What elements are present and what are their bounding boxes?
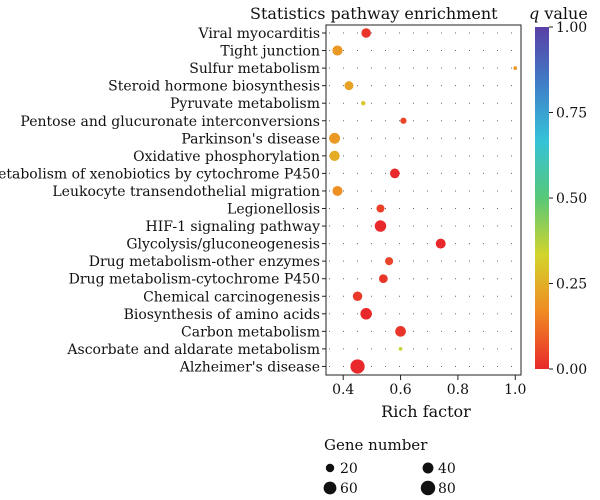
gene-number-legend-label: 20 <box>340 461 358 477</box>
y-tick-label: HIF-1 signaling pathway <box>146 219 321 235</box>
q-symbol: q <box>529 4 539 23</box>
gene-number-legend-title: Gene number <box>324 436 428 454</box>
data-point <box>400 117 407 124</box>
data-point <box>332 45 343 56</box>
data-point <box>361 101 366 106</box>
gene-number-legend: Gene number 20 40 60 80 <box>323 436 456 497</box>
y-tick-label: Pentose and glucuronate interconversions <box>20 114 320 130</box>
x-tick-label: 0.8 <box>447 382 469 398</box>
chart-title: Statistics pathway enrichment <box>250 4 498 23</box>
data-point <box>379 274 388 284</box>
data-point <box>360 308 372 320</box>
y-tick-label: Leukocyte transendothelial migration <box>52 184 320 200</box>
q-value-suffix: value <box>539 4 588 23</box>
y-tick-label: Alzheimer's disease <box>179 359 320 375</box>
y-tick-label: Pyruvate metabolism <box>170 96 320 112</box>
gene-number-legend-items: 20 40 60 80 <box>323 461 456 497</box>
data-points <box>329 28 518 374</box>
y-tick-label: Sulfur metabolism <box>189 61 320 77</box>
q-tick-label: 0.25 <box>556 277 587 293</box>
y-tick-label: Biosynthesis of amino acids <box>124 307 320 323</box>
data-point <box>385 257 394 266</box>
q-tick-label: 0.50 <box>556 191 587 207</box>
plot-border <box>325 24 522 376</box>
y-tick-label: Tight junction <box>220 44 320 60</box>
data-point <box>435 238 446 249</box>
data-point <box>395 326 406 337</box>
data-point <box>398 347 403 351</box>
q-tick-label: 0.00 <box>556 362 587 378</box>
y-tick-label: Viral myocarditis <box>197 26 320 42</box>
y-tick-label: Glycolysis/gluconeogenesis <box>126 237 320 253</box>
y-tick-label: Chemical carcinogenesis <box>143 289 320 305</box>
x-tick-label: 1.0 <box>504 382 526 398</box>
gene-number-legend-label: 40 <box>438 461 456 477</box>
x-axis-ticks: 0.4 0.6 0.8 1.0 <box>332 375 526 398</box>
gene-number-legend-dot <box>422 462 434 474</box>
gene-number-legend-label: 60 <box>340 481 358 497</box>
data-point <box>332 185 343 196</box>
q-value-legend: q value 1.00 0.75 0.50 0.25 0.00 <box>529 4 588 378</box>
data-point <box>389 168 400 179</box>
dotted-grid <box>329 32 518 367</box>
q-value-legend-title: q value <box>529 4 588 23</box>
x-tick-label: 0.6 <box>389 382 411 398</box>
data-point <box>344 81 354 91</box>
gene-number-legend-dot <box>323 481 337 495</box>
y-tick-label: Oxidative phosphorylation <box>133 149 320 165</box>
y-tick-label: Parkinson's disease <box>181 131 320 147</box>
plot-frame <box>325 24 522 376</box>
data-point <box>352 291 363 301</box>
data-point <box>513 66 518 70</box>
x-tick-label: 0.4 <box>332 382 354 398</box>
q-value-ticks: 1.00 0.75 0.50 0.25 0.00 <box>549 20 587 378</box>
q-tick-label: 0.75 <box>556 106 587 122</box>
data-point <box>350 359 365 374</box>
data-point <box>374 220 387 232</box>
x-axis-label: Rich factor <box>381 402 471 421</box>
gene-number-legend-dot <box>420 480 436 496</box>
data-point <box>376 204 385 213</box>
y-tick-label: Metabolism of xenobiotics by cytochrome … <box>0 166 320 182</box>
y-tick-label: Steroid hormone biosynthesis <box>108 79 320 95</box>
y-tick-label: Drug metabolism-cytochrome P450 <box>69 272 320 288</box>
data-point <box>329 150 340 161</box>
gene-number-legend-label: 80 <box>438 481 456 497</box>
q-tick-label: 1.00 <box>556 20 587 36</box>
gene-number-legend-dot <box>325 463 335 473</box>
data-point <box>329 132 341 144</box>
y-tick-label: Drug metabolism-other enzymes <box>89 254 320 270</box>
y-tick-label: Carbon metabolism <box>181 324 320 340</box>
data-point <box>361 28 371 38</box>
q-value-color-bar <box>535 27 549 369</box>
y-tick-label: Ascorbate and aldarate metabolism <box>66 342 320 358</box>
y-tick-label: Legionellosis <box>227 202 320 218</box>
